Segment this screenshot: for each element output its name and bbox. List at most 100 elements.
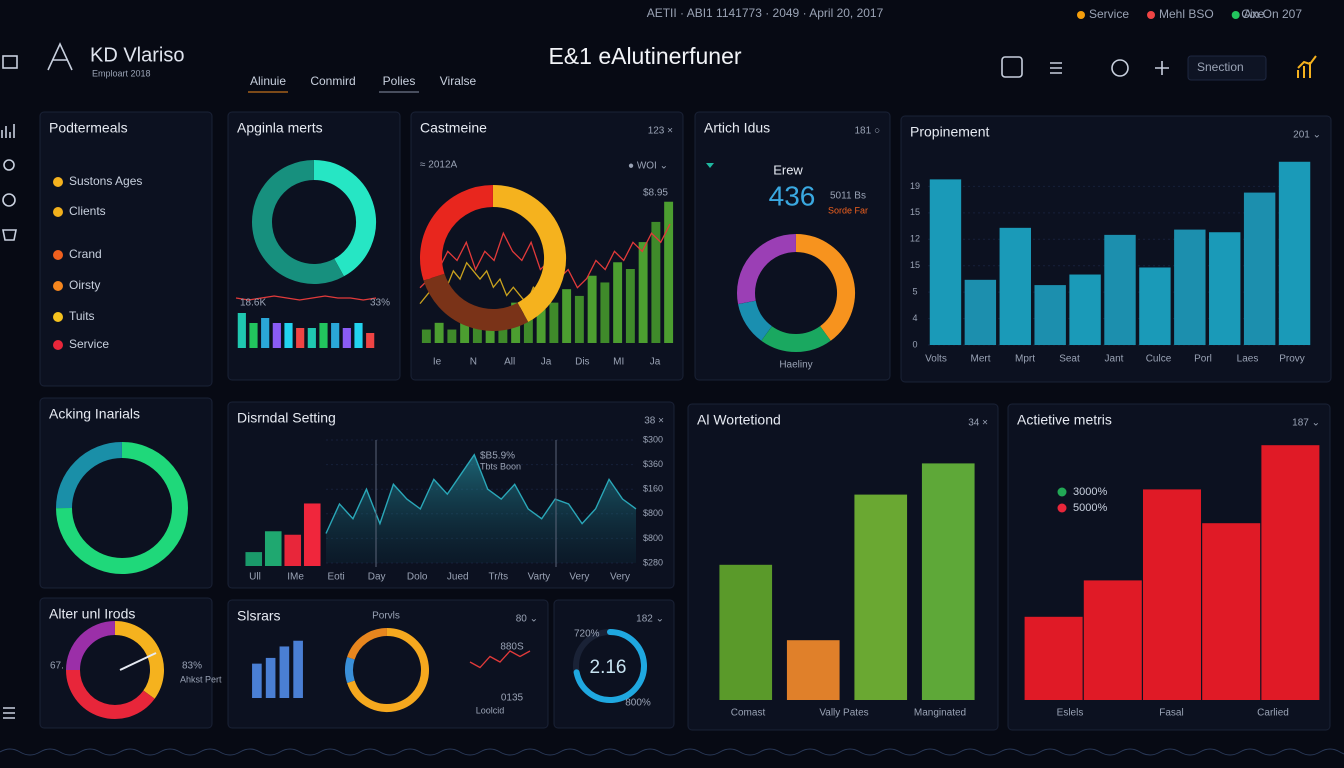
panel-corner[interactable]: 123 × [648, 126, 673, 137]
legend-label: Service [69, 337, 109, 351]
bar [460, 316, 470, 343]
button[interactable] [1001, 56, 1023, 78]
annotation: Porvls [372, 611, 400, 622]
y-tick-label: $280 [643, 557, 663, 567]
legend-label: Mehl BSO [1159, 7, 1214, 21]
x-tick-label: Fasal [1159, 708, 1183, 719]
panel [553, 599, 675, 729]
button[interactable] [1111, 59, 1129, 77]
menu-icon[interactable] [3, 707, 15, 719]
sidebar [1, 55, 18, 719]
x-tick-label: Day [368, 572, 386, 583]
x-tick-label: Very [610, 572, 630, 583]
panel-corner[interactable]: 34 × [968, 418, 988, 429]
area-fill [326, 454, 636, 563]
panel-title: Alter unl Irods [49, 606, 135, 622]
annotation: $8.95 [643, 188, 668, 199]
legend-dot [53, 177, 63, 187]
status: AETII · ABI1 1141773 · 2049 · April 20, … [647, 6, 884, 20]
panel-corner[interactable]: 201 ⌄ [1293, 130, 1321, 141]
area-line [325, 453, 637, 534]
panel-corner[interactable]: 38 × [644, 416, 664, 427]
dropdown[interactable] [1187, 55, 1267, 81]
x-tick-label: Very [569, 572, 589, 583]
legend-dot [1057, 487, 1067, 497]
tab[interactable]: Viralse [440, 74, 477, 88]
chart-icon[interactable] [1297, 55, 1317, 78]
bar [574, 295, 584, 343]
annotation: Ahkst Pert [180, 674, 222, 684]
icon [2, 229, 17, 241]
panel-title: Disrndal Setting [237, 410, 336, 426]
bar [964, 279, 997, 345]
panel-title: Slsrars [237, 608, 281, 624]
donut-segment [345, 657, 355, 683]
tab[interactable]: Polies [383, 74, 416, 88]
x-tick-label: Ja [541, 357, 552, 368]
button[interactable] [1050, 62, 1062, 74]
x-tick-label: Jued [447, 572, 469, 583]
annotation: 0135 [501, 693, 524, 704]
bar [261, 318, 270, 348]
legend-dot [1057, 503, 1067, 513]
y-tick-label: $360 [643, 459, 663, 469]
donut-segment [761, 325, 831, 352]
bar [421, 329, 431, 343]
tab[interactable]: Alinuie [250, 74, 286, 88]
y-tick-label: $160 [643, 484, 663, 494]
annotation: 720% [574, 629, 600, 640]
bar [1034, 285, 1066, 345]
y-tick-label: 4 [912, 313, 917, 323]
legend-dot [1147, 11, 1156, 19]
bar [587, 275, 597, 343]
legend-label: Clients [69, 204, 106, 218]
x-tick-label: Carlied [1257, 708, 1289, 719]
x-tick-label: Porl [1194, 354, 1212, 365]
x-tick-label: Dolo [407, 572, 428, 583]
decoration [0, 748, 1344, 756]
dashboard-title: E&1 eAlutinerfuner [548, 43, 741, 69]
legend-label: Oirsty [69, 278, 100, 292]
x-tick-label: Comast [731, 708, 766, 719]
panel-title: Actietive metris [1017, 412, 1112, 428]
bar [319, 323, 328, 348]
legend-label: Sustons Ages [69, 174, 142, 188]
legend-dot [1231, 11, 1240, 19]
bar [1069, 274, 1101, 345]
annotation: 800% [625, 698, 651, 709]
panel-corner[interactable]: 80 ⌄ [516, 614, 538, 625]
bar [600, 282, 610, 343]
legend-dot [1077, 11, 1085, 19]
panel-corner[interactable]: 181 ○ [854, 126, 880, 137]
annotation: 2.16 [590, 657, 627, 678]
bar [638, 242, 648, 343]
bar [434, 322, 444, 343]
bar [331, 323, 340, 348]
bar [366, 333, 375, 348]
bar [1139, 267, 1171, 345]
tab[interactable]: Conmird [310, 74, 355, 88]
bar [562, 289, 572, 343]
x-tick-label: Eoti [327, 572, 344, 583]
bar [625, 269, 635, 343]
panel-title: Artich Idus [704, 120, 770, 136]
annotation: 18.6K [240, 298, 266, 309]
bar [1209, 232, 1241, 345]
donut-segment [737, 234, 797, 305]
button[interactable] [1155, 61, 1169, 75]
panel-corner[interactable]: 187 ⌄ [1292, 418, 1320, 429]
x-tick-label: Volts [925, 354, 947, 365]
bar [447, 329, 457, 343]
bar [303, 503, 321, 566]
panel-corner[interactable]: 182 ⌄ [636, 614, 664, 625]
dropdown-label[interactable]: Snection [1197, 60, 1244, 74]
bar [1278, 161, 1311, 345]
bar [1104, 234, 1136, 345]
y-tick-label: $300 [643, 434, 663, 444]
donut-segment [423, 273, 529, 331]
y-tick-label: 0 [912, 339, 917, 349]
legend-dot [53, 207, 63, 217]
donut-segment [420, 185, 494, 281]
donut-segment [347, 628, 388, 660]
y-tick-label: 15 [910, 207, 920, 217]
